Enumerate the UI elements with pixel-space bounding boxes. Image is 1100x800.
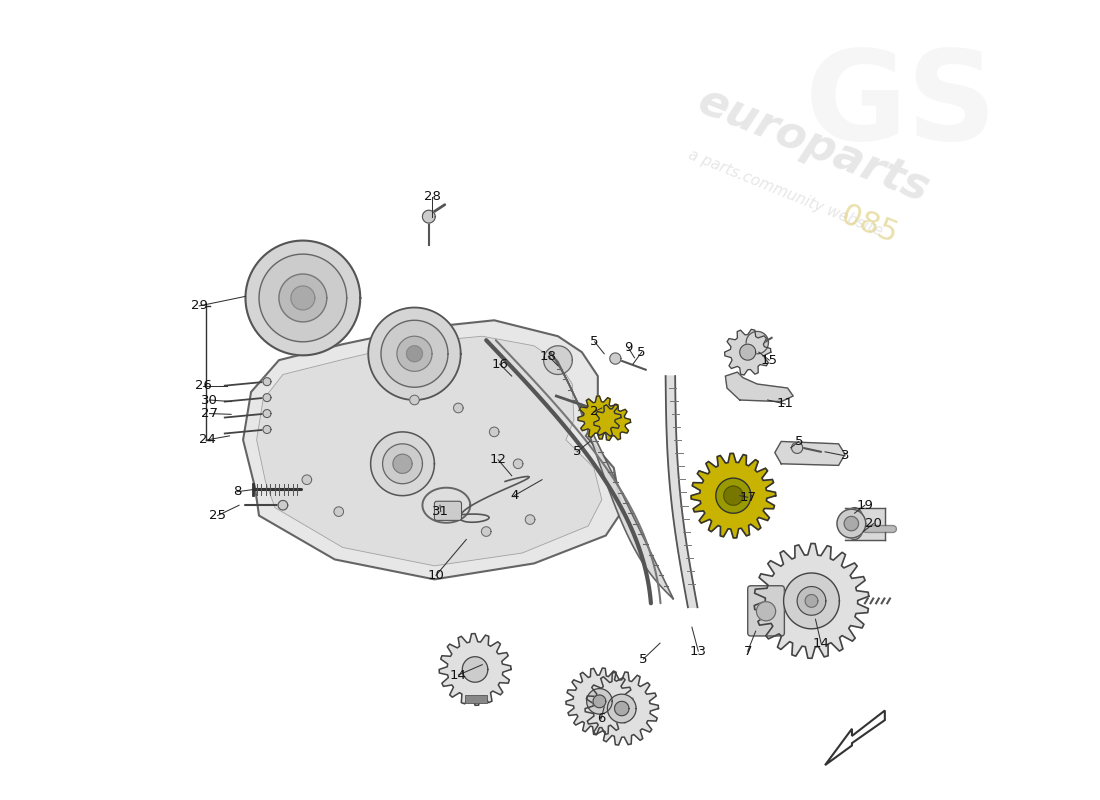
Polygon shape xyxy=(393,454,412,474)
Text: 9: 9 xyxy=(624,341,632,354)
Polygon shape xyxy=(258,254,346,342)
Polygon shape xyxy=(263,378,271,386)
Polygon shape xyxy=(409,395,419,405)
Polygon shape xyxy=(746,331,769,354)
Text: 24: 24 xyxy=(199,434,216,446)
Polygon shape xyxy=(725,372,793,402)
Text: a parts.community website: a parts.community website xyxy=(685,146,884,238)
Polygon shape xyxy=(263,410,271,418)
Polygon shape xyxy=(381,320,448,387)
Polygon shape xyxy=(691,454,775,538)
Polygon shape xyxy=(245,241,361,355)
Text: 18: 18 xyxy=(540,350,557,362)
Polygon shape xyxy=(740,344,756,360)
Polygon shape xyxy=(397,336,432,371)
Polygon shape xyxy=(334,507,343,516)
Polygon shape xyxy=(462,657,487,682)
Polygon shape xyxy=(514,459,522,469)
Polygon shape xyxy=(607,694,636,723)
Text: 19: 19 xyxy=(857,498,873,512)
Text: 25: 25 xyxy=(209,509,227,522)
Polygon shape xyxy=(490,427,499,437)
Polygon shape xyxy=(724,486,743,506)
Polygon shape xyxy=(615,702,629,716)
Text: 5: 5 xyxy=(639,653,648,666)
Polygon shape xyxy=(593,695,606,708)
Text: 14: 14 xyxy=(813,637,829,650)
Text: 16: 16 xyxy=(492,358,508,370)
Text: 11: 11 xyxy=(777,398,794,410)
Polygon shape xyxy=(725,330,771,375)
Text: 4: 4 xyxy=(510,489,518,502)
Polygon shape xyxy=(263,426,271,434)
Polygon shape xyxy=(825,710,884,765)
Text: 29: 29 xyxy=(190,299,208,313)
Polygon shape xyxy=(243,320,622,579)
Polygon shape xyxy=(439,634,510,706)
Polygon shape xyxy=(792,442,803,454)
Polygon shape xyxy=(371,432,435,496)
Polygon shape xyxy=(302,475,311,485)
Polygon shape xyxy=(526,515,535,524)
Text: 31: 31 xyxy=(432,505,449,518)
Polygon shape xyxy=(783,573,839,629)
Text: 27: 27 xyxy=(201,407,218,420)
Polygon shape xyxy=(755,543,869,658)
Text: 3: 3 xyxy=(840,450,849,462)
Polygon shape xyxy=(594,404,630,441)
Text: 14: 14 xyxy=(450,669,466,682)
Text: 5: 5 xyxy=(794,435,803,448)
Ellipse shape xyxy=(845,508,865,539)
Polygon shape xyxy=(368,307,461,400)
Polygon shape xyxy=(666,376,697,607)
Text: 10: 10 xyxy=(428,569,444,582)
Polygon shape xyxy=(585,672,659,745)
Text: 17: 17 xyxy=(739,490,756,504)
Text: 15: 15 xyxy=(761,354,778,366)
Text: europarts: europarts xyxy=(691,79,935,211)
Polygon shape xyxy=(609,353,622,364)
Polygon shape xyxy=(586,689,613,714)
Polygon shape xyxy=(774,442,845,466)
Text: 28: 28 xyxy=(424,190,440,203)
Polygon shape xyxy=(578,396,621,439)
FancyBboxPatch shape xyxy=(594,698,626,713)
FancyBboxPatch shape xyxy=(434,502,462,520)
Polygon shape xyxy=(543,346,572,374)
FancyBboxPatch shape xyxy=(464,695,487,703)
Polygon shape xyxy=(290,286,315,310)
Polygon shape xyxy=(757,602,776,621)
Text: 12: 12 xyxy=(490,454,507,466)
Polygon shape xyxy=(716,478,751,513)
Polygon shape xyxy=(383,444,422,484)
Text: 5: 5 xyxy=(637,346,646,358)
Polygon shape xyxy=(550,352,673,599)
Polygon shape xyxy=(565,668,632,734)
Text: 5: 5 xyxy=(573,446,582,458)
Polygon shape xyxy=(256,336,602,566)
FancyBboxPatch shape xyxy=(748,586,784,636)
Polygon shape xyxy=(422,210,436,223)
Polygon shape xyxy=(482,526,491,536)
Polygon shape xyxy=(805,594,818,607)
Polygon shape xyxy=(278,501,288,510)
Text: 8: 8 xyxy=(233,485,242,498)
Polygon shape xyxy=(407,346,422,362)
Text: 13: 13 xyxy=(690,645,707,658)
Text: 7: 7 xyxy=(744,645,752,658)
Polygon shape xyxy=(837,510,866,538)
Polygon shape xyxy=(453,403,463,413)
Text: 26: 26 xyxy=(195,379,211,392)
Polygon shape xyxy=(263,394,271,402)
Polygon shape xyxy=(844,516,858,530)
Text: 30: 30 xyxy=(201,394,218,406)
Text: 6: 6 xyxy=(597,712,605,726)
Text: 2: 2 xyxy=(590,406,598,418)
Polygon shape xyxy=(798,586,826,615)
Text: 20: 20 xyxy=(866,517,882,530)
Polygon shape xyxy=(279,274,327,322)
Text: 5: 5 xyxy=(591,335,598,348)
Text: GS: GS xyxy=(804,45,997,166)
Text: 085: 085 xyxy=(836,200,901,249)
